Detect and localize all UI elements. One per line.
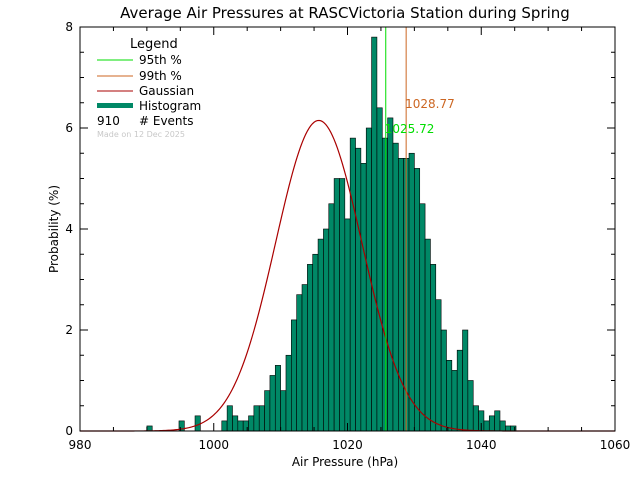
histogram-bar bbox=[307, 264, 314, 432]
histogram-bar bbox=[424, 238, 431, 432]
histogram-bar bbox=[467, 380, 474, 432]
x-tick-label: 1060 bbox=[600, 438, 631, 452]
histogram-bar bbox=[317, 238, 324, 432]
x-axis-label: Air Pressure (hPa) bbox=[292, 455, 398, 469]
histogram-bar bbox=[194, 415, 201, 432]
histogram-bar bbox=[451, 370, 458, 432]
y-axis-label: Probability (%) bbox=[47, 185, 61, 273]
x-axis: 980 1000 1020 1040 1060 bbox=[69, 27, 631, 452]
histogram-bar bbox=[387, 117, 394, 432]
chart-title: Average Air Pressures at RASCVictoria St… bbox=[120, 4, 570, 22]
histogram-bar bbox=[414, 168, 421, 432]
made-on-note: Made on 12 Dec 2025 bbox=[97, 130, 185, 139]
histogram-bar bbox=[376, 107, 383, 432]
legend-histogram-swatch bbox=[97, 103, 133, 108]
legend-events-label: # Events bbox=[139, 114, 194, 128]
histogram-bar bbox=[462, 329, 469, 432]
histogram-bar bbox=[371, 36, 378, 432]
legend-event-count: 910 bbox=[97, 114, 120, 128]
histogram-bar bbox=[274, 365, 281, 432]
histogram-bar bbox=[349, 137, 356, 432]
y-axis: 0 2 4 6 8 bbox=[65, 20, 615, 438]
p95-value-label: 1025.72 bbox=[385, 122, 435, 136]
x-tick-label: 1020 bbox=[332, 438, 363, 452]
legend-histogram-label: Histogram bbox=[139, 99, 201, 113]
histogram-bar bbox=[328, 203, 335, 432]
histogram-bar bbox=[360, 163, 367, 432]
legend-gaussian-label: Gaussian bbox=[139, 84, 194, 98]
legend-p99-label: 99th % bbox=[139, 69, 182, 83]
histogram-bars bbox=[146, 36, 517, 432]
legend-title: Legend bbox=[130, 37, 178, 52]
legend-p95-label: 95th % bbox=[139, 53, 182, 67]
histogram-bar bbox=[505, 425, 511, 432]
histogram-bar bbox=[381, 137, 388, 432]
histogram-bar bbox=[488, 415, 495, 432]
histogram-bar bbox=[510, 425, 517, 432]
histogram-bar bbox=[419, 203, 426, 432]
histogram-bar bbox=[237, 420, 244, 432]
histogram-bar bbox=[248, 415, 255, 432]
x-tick-label: 1000 bbox=[198, 438, 229, 452]
histogram-bar bbox=[408, 152, 415, 432]
histogram-bar bbox=[232, 415, 239, 432]
x-tick-label: 1040 bbox=[466, 438, 497, 452]
histogram-bar bbox=[430, 264, 437, 432]
histogram-bar bbox=[499, 420, 506, 432]
histogram-bar bbox=[398, 158, 404, 432]
histogram-bar bbox=[312, 253, 319, 432]
y-tick-label: 6 bbox=[65, 121, 73, 135]
histogram-bar bbox=[258, 405, 265, 432]
histogram-bar bbox=[494, 410, 501, 432]
histogram-bar bbox=[285, 354, 292, 432]
histogram-bar bbox=[253, 405, 260, 432]
histogram-bar bbox=[392, 142, 399, 432]
histogram-bar bbox=[296, 294, 303, 432]
histogram-bar bbox=[280, 390, 287, 432]
x-tick-label: 980 bbox=[69, 438, 92, 452]
y-tick-label: 0 bbox=[65, 424, 73, 438]
y-tick-label: 8 bbox=[65, 20, 73, 34]
histogram-bar bbox=[456, 349, 463, 432]
histogram-bar bbox=[226, 405, 233, 432]
histogram-bar bbox=[291, 319, 297, 432]
legend: Legend 95th % 99th % Gaussian Histogram … bbox=[97, 37, 201, 139]
histogram-bar bbox=[333, 178, 340, 432]
p99-value-label: 1028.77 bbox=[405, 97, 455, 111]
histogram-bar bbox=[221, 420, 228, 432]
histogram-bar bbox=[301, 284, 308, 432]
y-tick-label: 4 bbox=[65, 222, 73, 236]
y-tick-label: 2 bbox=[65, 323, 73, 337]
histogram-bar bbox=[435, 299, 442, 432]
histogram-bar bbox=[339, 178, 346, 432]
histogram-bar bbox=[264, 390, 271, 432]
histogram-bar bbox=[446, 359, 453, 432]
histogram-bar bbox=[440, 329, 447, 432]
histogram-bar bbox=[242, 420, 249, 432]
histogram-bar bbox=[355, 147, 362, 432]
histogram-bar bbox=[269, 375, 276, 432]
histogram-bar bbox=[472, 405, 479, 432]
histogram-bar bbox=[483, 420, 490, 432]
histogram-bar bbox=[323, 228, 330, 432]
histogram-bar bbox=[344, 218, 351, 432]
